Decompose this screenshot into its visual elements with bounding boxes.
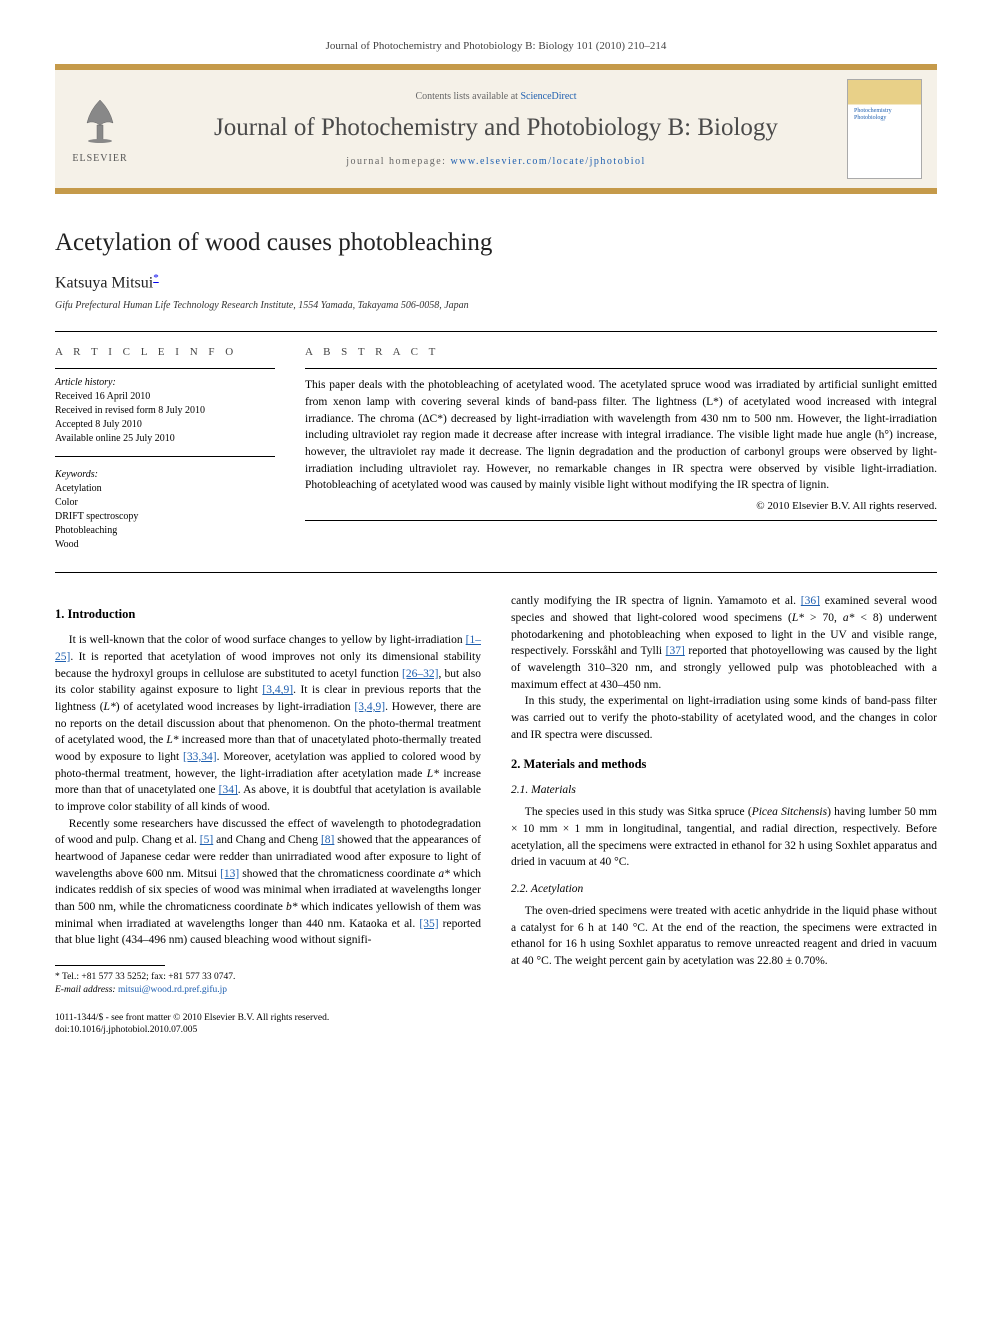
cover-label: Photochemistry Photobiology — [854, 108, 921, 121]
acetylation-para: The oven-dried specimens were treated wi… — [511, 903, 937, 970]
ref-link[interactable]: [33,34] — [183, 751, 217, 763]
contents-prefix: Contents lists available at — [415, 91, 520, 102]
article-info-block: A R T I C L E I N F O Article history: R… — [55, 346, 275, 552]
ref-link[interactable]: [34] — [219, 784, 238, 796]
subsection-acetylation-heading: 2.2. Acetylation — [511, 883, 937, 895]
doi-line: doi:10.1016/j.jphotobiol.2010.07.005 — [55, 1024, 481, 1036]
abstract-text: This paper deals with the photobleaching… — [305, 377, 937, 494]
symbol: a* — [438, 868, 450, 880]
history-received: Received 16 April 2010 — [55, 390, 275, 404]
separator — [305, 368, 937, 369]
ref-link[interactable]: [8] — [321, 834, 334, 846]
col2-continuation: cantly modifying the IR spectra of ligni… — [511, 593, 937, 693]
keyword: Photobleaching — [55, 524, 275, 538]
symbol: a* — [843, 612, 855, 624]
abstract-block: A B S T R A C T This paper deals with th… — [305, 346, 937, 552]
text: ) of acetylated wood increases by light-… — [116, 701, 355, 713]
homepage-line: journal homepage: www.elsevier.com/locat… — [145, 156, 847, 167]
history-online: Available online 25 July 2010 — [55, 432, 275, 446]
ref-link[interactable]: [5] — [200, 834, 213, 846]
intro-para-2: Recently some researchers have discussed… — [55, 816, 481, 949]
section-methods-heading: 2. Materials and methods — [511, 757, 937, 772]
history-accepted: Accepted 8 July 2010 — [55, 418, 275, 432]
ref-link[interactable]: [3,4,9] — [262, 684, 293, 696]
corresponding-email-line: E-mail address: mitsui@wood.rd.pref.gifu… — [55, 984, 481, 997]
ref-link[interactable]: [26–32] — [402, 668, 438, 680]
symbol: L* — [104, 701, 116, 713]
journal-header: ELSEVIER Contents lists available at Sci… — [55, 64, 937, 194]
ref-link[interactable]: [36] — [801, 595, 820, 607]
abstract-heading: A B S T R A C T — [305, 346, 937, 358]
subsection-materials-heading: 2.1. Materials — [511, 784, 937, 796]
separator — [305, 520, 937, 521]
author-name: Katsuya Mitsui* — [55, 272, 937, 292]
keyword: Wood — [55, 538, 275, 552]
homepage-prefix: journal homepage: — [346, 156, 450, 167]
keyword: Acetylation — [55, 482, 275, 496]
symbol: L* — [427, 768, 439, 780]
text: and Chang and Cheng — [213, 834, 321, 846]
col2-para-2: In this study, the experimental on light… — [511, 693, 937, 743]
keywords-heading: Keywords: — [55, 469, 275, 480]
left-column: 1. Introduction It is well-known that th… — [55, 593, 481, 1036]
ref-link[interactable]: [3,4,9] — [354, 701, 385, 713]
publisher-logo: ELSEVIER — [55, 85, 145, 174]
front-matter-line: 1011-1344/$ - see front matter © 2010 El… — [55, 1012, 481, 1024]
article-info-heading: A R T I C L E I N F O — [55, 346, 275, 358]
author-text: Katsuya Mitsui — [55, 274, 153, 291]
contents-available: Contents lists available at ScienceDirec… — [145, 91, 847, 102]
corresponding-marker[interactable]: * — [153, 272, 159, 284]
affiliation: Gifu Prefectural Human Life Technology R… — [55, 300, 937, 311]
email-link[interactable]: mitsui@wood.rd.pref.gifu.jp — [118, 985, 227, 995]
keyword: Color — [55, 496, 275, 510]
homepage-link[interactable]: www.elsevier.com/locate/jphotobiol — [450, 156, 645, 167]
article-title: Acetylation of wood causes photobleachin… — [55, 229, 937, 257]
separator — [55, 572, 937, 573]
text: showed that the chromaticness coordinate — [239, 868, 438, 880]
symbol: L* — [792, 612, 804, 624]
footnote-separator — [55, 965, 165, 966]
right-column: cantly modifying the IR spectra of ligni… — [511, 593, 937, 1036]
materials-para: The species used in this study was Sitka… — [511, 804, 937, 871]
species-name: Picea Sitchensis — [752, 806, 827, 818]
email-label: E-mail address: — [55, 985, 118, 995]
history-revised: Received in revised form 8 July 2010 — [55, 404, 275, 418]
abstract-copyright: © 2010 Elsevier B.V. All rights reserved… — [305, 500, 937, 512]
section-intro-heading: 1. Introduction — [55, 607, 481, 622]
ref-link[interactable]: [35] — [419, 918, 438, 930]
separator — [55, 456, 275, 457]
ref-link[interactable]: [13] — [220, 868, 239, 880]
separator — [55, 368, 275, 369]
corresponding-tel: * Tel.: +81 577 33 5252; fax: +81 577 33… — [55, 971, 481, 984]
citation-line: Journal of Photochemistry and Photobiolo… — [55, 40, 937, 52]
intro-para-1: It is well-known that the color of wood … — [55, 632, 481, 815]
journal-title: Journal of Photochemistry and Photobiolo… — [145, 114, 847, 142]
elsevier-tree-icon — [75, 95, 125, 145]
publisher-name: ELSEVIER — [65, 153, 135, 164]
symbol: L* — [166, 734, 178, 746]
sciencedirect-link[interactable]: ScienceDirect — [520, 91, 576, 102]
text: The species used in this study was Sitka… — [525, 806, 752, 818]
text: cantly modifying the IR spectra of ligni… — [511, 595, 801, 607]
history-heading: Article history: — [55, 377, 275, 388]
symbol: b* — [286, 901, 298, 913]
text: > 70, — [804, 612, 843, 624]
text: It is well-known that the color of wood … — [69, 634, 466, 646]
separator — [55, 331, 937, 332]
ref-link[interactable]: [37] — [666, 645, 685, 657]
keyword: DRIFT spectroscopy — [55, 510, 275, 524]
journal-cover-thumbnail: Photochemistry Photobiology — [847, 79, 922, 179]
